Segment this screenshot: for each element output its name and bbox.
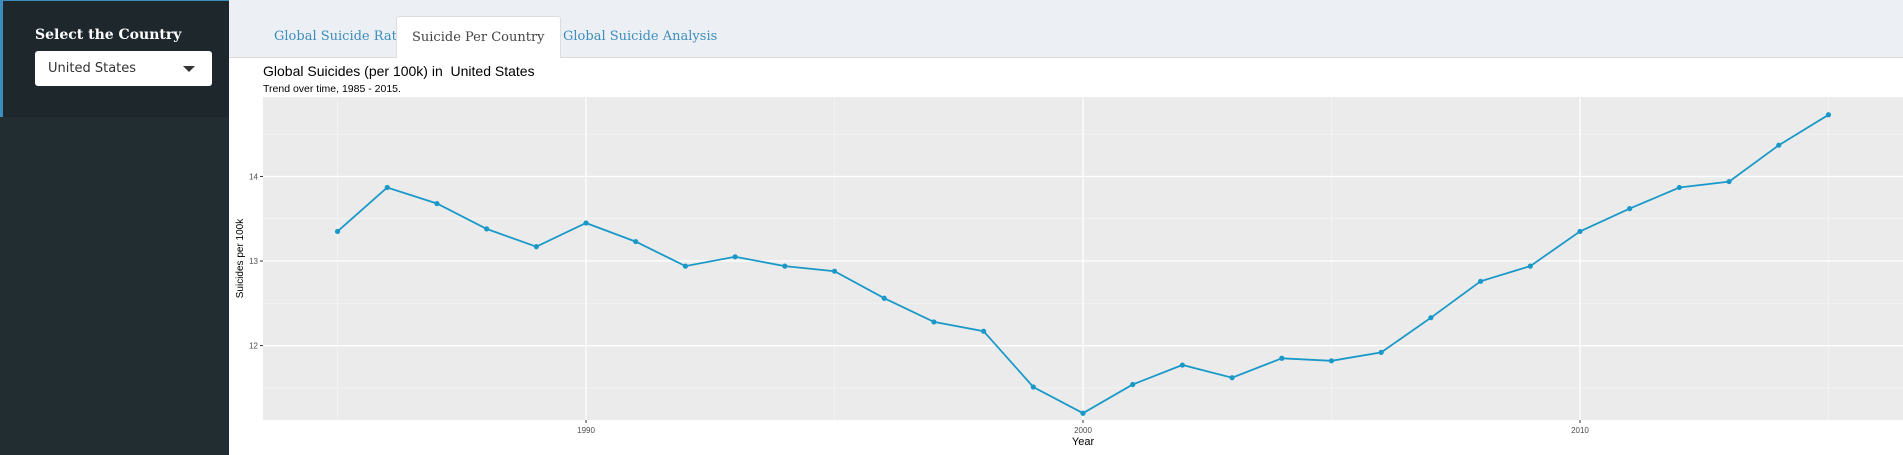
country-select-value: United States	[48, 61, 137, 76]
major-gridlines	[263, 97, 1903, 420]
sidebar: Select the Country United States	[0, 0, 229, 455]
data-point	[484, 226, 490, 232]
data-point	[334, 228, 341, 235]
x-tick-label: 2010	[1571, 426, 1589, 435]
country-select-label: Select the Country	[35, 27, 182, 43]
data-point	[782, 263, 788, 269]
data-point	[1130, 381, 1136, 388]
data-point	[981, 328, 987, 334]
data-point	[1577, 228, 1583, 235]
x-axis-label: Year	[1072, 436, 1095, 448]
data-point	[1229, 375, 1235, 381]
data-point	[434, 200, 440, 207]
x-tick-label: 1990	[577, 426, 595, 435]
data-point	[1328, 358, 1335, 364]
tab-bar: Global Suicide Rates Suicide Per Country…	[229, 0, 1903, 59]
y-tick-label: 12	[249, 342, 258, 351]
data-point	[831, 268, 838, 274]
data-point	[1477, 278, 1484, 284]
data-point	[1428, 315, 1434, 321]
sidebar-input-panel: Select the Country United States	[0, 0, 229, 117]
data-point	[732, 254, 738, 260]
data-point	[1279, 355, 1285, 361]
data-point	[384, 184, 390, 191]
caret-down-icon[interactable]	[183, 66, 195, 72]
data-point	[633, 238, 639, 245]
data-point	[1726, 178, 1732, 185]
data-point	[1030, 384, 1036, 390]
country-select[interactable]: United States	[35, 51, 212, 86]
tab-suicide-per-country[interactable]: Suicide Per Country	[396, 16, 561, 59]
data-point	[1080, 410, 1086, 416]
data-point	[1378, 349, 1384, 355]
data-point	[1527, 263, 1533, 269]
y-tick-label: 14	[249, 172, 258, 181]
data-point	[682, 263, 689, 269]
data-point	[1627, 206, 1633, 212]
y-axis-label: Suicides per 100k	[235, 218, 246, 298]
data-point	[1179, 362, 1185, 368]
plot-title: Global Suicides (per 100k) in United Sta…	[263, 63, 535, 79]
y-tick-label: 13	[249, 257, 258, 266]
data-point	[1776, 142, 1782, 148]
tab-global-suicide-analysis[interactable]: Global Suicide Analysis	[563, 29, 718, 44]
x-tick-label: 2000	[1074, 426, 1092, 435]
data-point	[533, 244, 539, 250]
tab-global-suicide-rates[interactable]: Global Suicide Rates	[274, 29, 412, 44]
plot-subtitle: Trend over time, 1985 - 2015.	[263, 83, 401, 95]
data-point	[1676, 184, 1682, 191]
data-point	[1825, 112, 1832, 118]
data-point	[583, 220, 589, 226]
axis-ticks: 1990 2000 2010 12 13 14	[249, 172, 1589, 435]
data-point	[931, 319, 937, 325]
data-point	[881, 295, 887, 301]
series-points	[334, 112, 1832, 416]
suicide-trend-chart: 1990 2000 2010 12 13 14 Year Suicides per 100…	[235, 97, 1903, 448]
